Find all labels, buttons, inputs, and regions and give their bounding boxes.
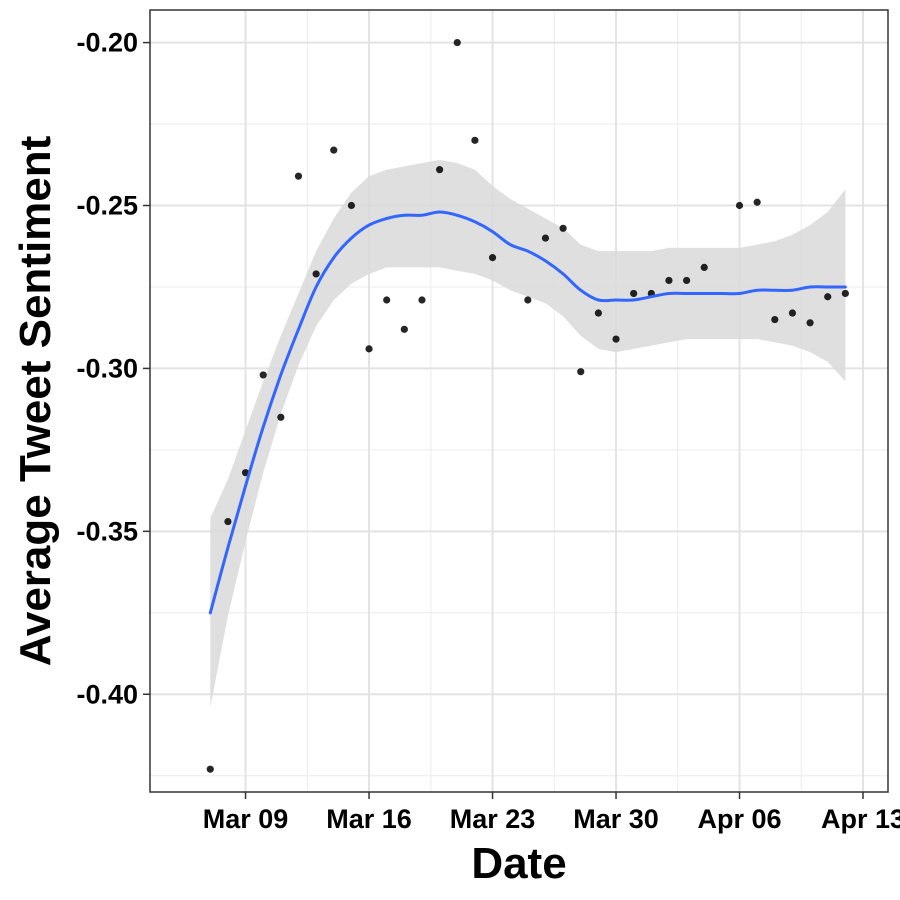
data-point (806, 319, 814, 327)
panel-border (149, 9, 889, 793)
data-point (824, 293, 832, 301)
data-point (365, 345, 373, 353)
data-point (294, 172, 303, 180)
x-tick-label: Mar 30 (573, 804, 659, 834)
data-point (700, 263, 708, 272)
data-point (612, 335, 620, 343)
data-point (577, 368, 585, 376)
data-point (206, 765, 214, 773)
data-point (436, 166, 444, 174)
data-point (735, 201, 744, 210)
data-point (559, 224, 567, 232)
data-point (788, 309, 797, 317)
smooth-trend-line (208, 210, 847, 615)
data-point (383, 296, 391, 304)
data-point (541, 234, 550, 242)
data-point (330, 146, 338, 154)
data-point (594, 309, 602, 317)
data-point (841, 289, 849, 298)
x-tick-label: Apr 13 (821, 804, 900, 834)
y-tick-label: -0.30 (76, 353, 138, 383)
data-point (400, 325, 408, 333)
data-point (418, 296, 426, 304)
x-tick-label: Apr 06 (697, 804, 781, 834)
x-tick-label: Mar 23 (450, 804, 536, 834)
y-axis-title: Average Tweet Sentiment (11, 135, 60, 666)
data-point (682, 276, 691, 285)
data-point (488, 254, 497, 262)
y-tick-label: -0.40 (76, 679, 138, 709)
data-point (471, 136, 479, 144)
x-axis-title: Date (471, 839, 566, 888)
data-point (224, 517, 232, 526)
data-point (259, 371, 267, 379)
plot-area: -0.20 -0.25 -0.30 -0.35 -0.40 Mar 09 Mar 16 Mar… (76, 9, 900, 834)
data-point (665, 276, 673, 285)
data-point (771, 315, 779, 324)
data-point (753, 198, 761, 206)
data-point (524, 296, 532, 304)
y-tick-label: -0.20 (76, 28, 138, 58)
data-point (277, 413, 285, 421)
confidence-band (210, 159, 846, 708)
data-point (347, 201, 356, 210)
data-point (630, 289, 638, 298)
data-point (453, 38, 461, 47)
y-tick-label: -0.25 (76, 191, 138, 221)
data-point (312, 270, 320, 278)
y-tick-label: -0.35 (76, 516, 138, 546)
x-tick-label: Mar 16 (326, 804, 412, 834)
x-tick-label: Mar 09 (203, 804, 289, 834)
